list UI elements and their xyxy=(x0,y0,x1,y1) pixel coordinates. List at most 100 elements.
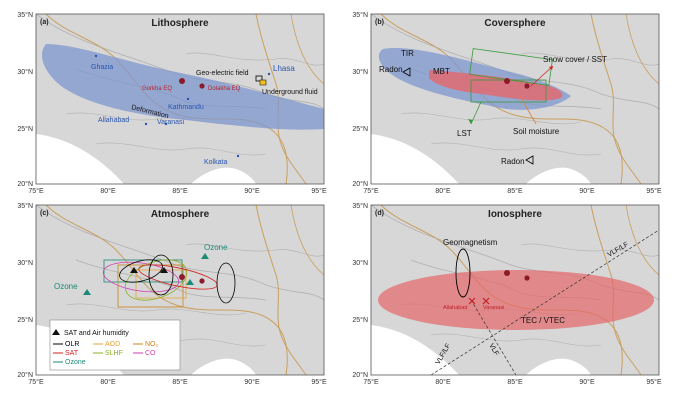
epicenter-gorkha xyxy=(179,274,185,280)
lat-tick: 30°N xyxy=(17,68,33,76)
lat-tick: 35°N xyxy=(352,11,368,19)
epicenter-dolakha xyxy=(199,83,205,89)
legend-label-sat: SAT xyxy=(65,350,79,357)
place-label-kathmandu: Kathmandu xyxy=(168,104,204,111)
radon-triangle-icon xyxy=(402,67,411,77)
snow-arrow-icon xyxy=(549,66,553,70)
epicenter-dolakha xyxy=(199,278,205,284)
epicenter-gorkha xyxy=(504,78,510,84)
city-dot-kolkata xyxy=(236,154,240,158)
co-ellipse xyxy=(102,261,180,293)
geo-electric-station-icon xyxy=(255,75,263,82)
legend-label-slhf: SLHF xyxy=(105,350,123,357)
lat-tick: 25°N xyxy=(352,316,368,324)
place-label-kolkata: Kolkata xyxy=(204,159,227,166)
legend-label-co: CO xyxy=(145,350,156,357)
panel-title: Coversphere xyxy=(484,18,546,29)
sat-humidity-triangle-icon xyxy=(130,267,138,273)
ozone-triangle-icon xyxy=(186,279,194,285)
panel-letter: (b) xyxy=(375,19,384,26)
panel-letter: (c) xyxy=(40,210,49,217)
panel-ionosphere: (d) Ionosphere Geomagnetism VLF/LF TEC /… xyxy=(352,202,662,386)
city-dot-ghaziabad xyxy=(94,54,98,58)
lon-tick: 90°E xyxy=(579,187,595,195)
legend-label-aod: AOD xyxy=(105,341,120,348)
lon-tick: 90°E xyxy=(244,378,260,386)
geomagnetism-ellipse xyxy=(455,248,471,298)
lon-tick: 75°E xyxy=(28,187,44,195)
lat-tick: 20°N xyxy=(17,371,33,379)
city-dot-lhasa xyxy=(267,72,271,76)
olr-ellipse xyxy=(148,254,174,296)
place-label-allahabad: Allahabad xyxy=(443,305,467,311)
panel-frame xyxy=(370,13,660,185)
radon-triangle-icon xyxy=(525,155,534,165)
panel-coversphere: (b) Coversphere TIR Radon MBT Snow cover… xyxy=(352,11,662,195)
annotation-ozone: Ozone xyxy=(204,243,228,252)
lat-tick: 30°N xyxy=(17,259,33,267)
epicenter-gorkha xyxy=(179,78,185,84)
panel-title: Ionosphere xyxy=(488,209,542,220)
lat-tick: 35°N xyxy=(17,202,33,210)
lat-tick: 20°N xyxy=(17,180,33,188)
lon-tick: 75°E xyxy=(28,378,44,386)
lon-tick: 95°E xyxy=(311,187,327,195)
place-label-varanasi: Varanasi xyxy=(483,305,504,311)
lon-tick: 85°E xyxy=(172,378,188,386)
ozone-triangle-icon xyxy=(83,289,91,295)
lon-tick: 80°E xyxy=(100,378,116,386)
epicenter-dolakha xyxy=(524,275,530,281)
olr-ellipse xyxy=(216,262,236,304)
vlf-propagation-path xyxy=(470,299,517,375)
lon-tick: 85°E xyxy=(172,187,188,195)
panel-letter: (a) xyxy=(40,19,49,26)
olr-ellipse xyxy=(119,259,163,283)
lat-tick: 30°N xyxy=(352,259,368,267)
panel-frame xyxy=(35,204,325,376)
lon-tick: 85°E xyxy=(507,378,523,386)
panel-frame xyxy=(370,204,660,376)
lat-tick: 25°N xyxy=(17,316,33,324)
tec-zone xyxy=(378,270,654,330)
legend-box xyxy=(49,319,181,371)
place-label-allahabad: Allahabad xyxy=(98,117,129,124)
receiver-varanasi-icon xyxy=(482,297,490,305)
lon-tick: 90°E xyxy=(244,187,260,195)
place-label-varanasi: Varanasi xyxy=(157,119,185,126)
annotation-geomagnetism: Geomagnetism xyxy=(443,238,498,247)
city-dot-varanasi xyxy=(164,122,168,126)
lat-tick: 25°N xyxy=(17,125,33,133)
ozone-triangle-icon xyxy=(201,253,209,259)
panel-atmosphere: (c) Atmosphere Ozone Ozone SAT and Air h… xyxy=(17,202,327,386)
place-label-ghaziabad: Ghazia xyxy=(91,64,113,71)
annotation-radon: Radon xyxy=(501,157,525,166)
eq-label-gorkha: Gorkha EQ xyxy=(142,86,172,92)
lon-tick: 95°E xyxy=(646,378,662,386)
lst-arrow-icon xyxy=(468,119,473,124)
lon-tick: 80°E xyxy=(435,187,451,195)
legend-header: SAT and Air humidity xyxy=(64,330,129,337)
vlf-propagation-path xyxy=(430,229,659,375)
legend-triangle-icon xyxy=(52,329,60,335)
annotation-tir: TIR xyxy=(401,49,414,58)
lon-tick: 90°E xyxy=(579,378,595,386)
epicenter-gorkha xyxy=(504,270,510,276)
snow-cover-pointer xyxy=(530,65,554,87)
lon-tick: 95°E xyxy=(311,378,327,386)
legend-label-no2: NO₂ xyxy=(145,341,159,348)
annotation-snow-cover: Snow cover / SST xyxy=(543,55,607,64)
lat-tick: 20°N xyxy=(352,180,368,188)
sat-humidity-triangle-icon xyxy=(160,267,168,273)
epicenter-dolakha xyxy=(524,83,530,89)
lon-tick: 95°E xyxy=(646,187,662,195)
lon-tick: 85°E xyxy=(507,187,523,195)
legend-label-ozone: Ozone xyxy=(65,359,86,366)
annotation-tec: TEC / VTEC xyxy=(521,316,565,325)
lat-tick: 35°N xyxy=(352,202,368,210)
slhf-ellipse xyxy=(124,259,188,301)
city-dot-allahabad xyxy=(144,122,148,126)
lat-tick: 30°N xyxy=(352,68,368,76)
legend-label-olr: OLR xyxy=(65,341,79,348)
panel-letter: (d) xyxy=(375,210,384,217)
